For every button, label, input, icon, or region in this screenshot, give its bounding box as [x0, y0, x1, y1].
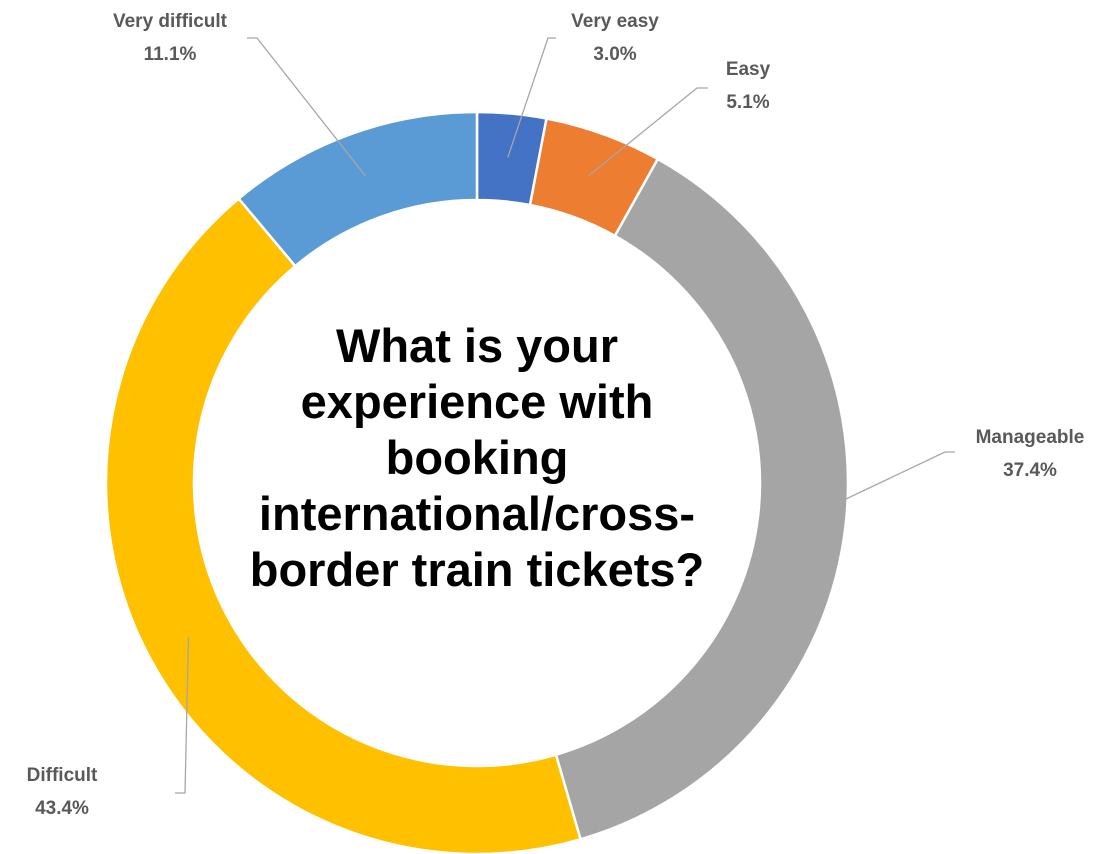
data-label-category: Very easy — [571, 11, 659, 32]
leader-line — [801, 451, 955, 521]
data-label-category: Very difficult — [113, 11, 228, 32]
data-label-category: Difficult — [27, 765, 98, 786]
data-label-category: Manageable — [976, 427, 1085, 448]
leader-line — [175, 636, 190, 794]
data-label-value: 5.1% — [726, 92, 769, 113]
donut-segment — [236, 110, 479, 268]
data-label-category: Easy — [726, 59, 771, 80]
donut-segment — [104, 196, 583, 854]
leader-line — [588, 87, 708, 177]
donut-segment — [554, 157, 850, 841]
leader-line — [247, 37, 366, 177]
leader-line — [507, 37, 556, 158]
data-label-value: 11.1% — [144, 44, 197, 65]
data-label-value: 43.4% — [35, 798, 89, 819]
chart-title: What is your experience with booking int… — [249, 319, 705, 596]
data-label-value: 37.4% — [1003, 460, 1057, 481]
data-label-value: 3.0% — [593, 44, 636, 65]
